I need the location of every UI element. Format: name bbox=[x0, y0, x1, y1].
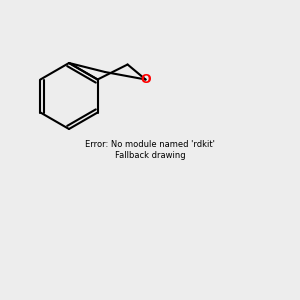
Text: O: O bbox=[140, 73, 151, 86]
Text: Error: No module named 'rdkit'
Fallback drawing: Error: No module named 'rdkit' Fallback … bbox=[85, 140, 215, 160]
